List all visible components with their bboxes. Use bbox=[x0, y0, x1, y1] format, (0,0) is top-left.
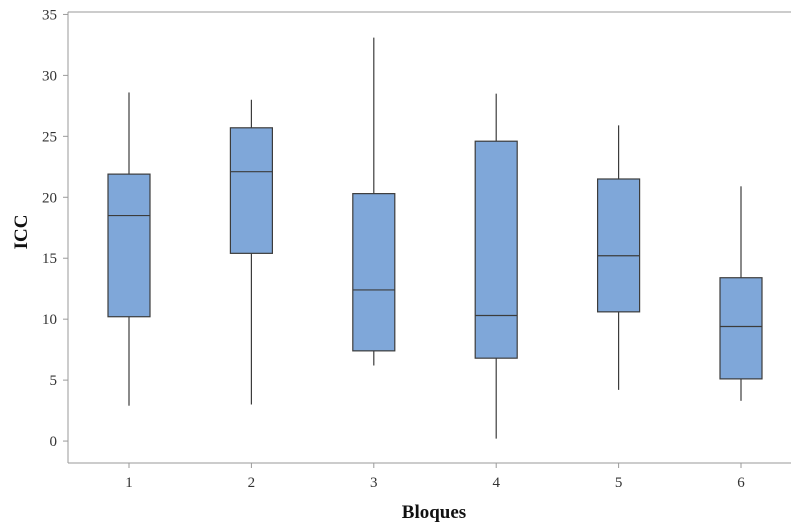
iqr-box bbox=[352, 193, 396, 352]
box-group-2 bbox=[229, 99, 273, 405]
iqr-box bbox=[107, 173, 151, 318]
box-group-5 bbox=[596, 125, 641, 390]
y-tick-label: 35 bbox=[42, 7, 57, 23]
y-axis: 0 5 10 15 20 25 30 35 bbox=[42, 7, 68, 450]
iqr-box bbox=[474, 140, 518, 359]
y-tick-label: 10 bbox=[42, 312, 57, 328]
iqr-box bbox=[229, 127, 273, 254]
y-tick-label: 20 bbox=[42, 190, 57, 206]
x-tick-label: 6 bbox=[737, 475, 745, 491]
plot-frame bbox=[67, 11, 791, 464]
x-tick-label: 4 bbox=[492, 475, 500, 491]
iqr-box bbox=[596, 178, 641, 313]
x-tick-label: 2 bbox=[248, 475, 256, 491]
box-group-6 bbox=[719, 186, 763, 401]
x-axis: 1 2 3 4 5 6 bbox=[125, 463, 745, 491]
y-tick-label: 30 bbox=[42, 68, 57, 84]
x-tick-label: 1 bbox=[125, 475, 133, 491]
y-tick-label: 0 bbox=[50, 434, 58, 450]
x-axis-title: Bloques bbox=[402, 502, 466, 523]
box-group-1 bbox=[107, 92, 151, 406]
box-group-4 bbox=[474, 93, 518, 439]
iqr-box bbox=[719, 277, 763, 380]
y-tick-label: 25 bbox=[42, 129, 57, 145]
y-tick-label: 5 bbox=[50, 373, 58, 389]
x-tick-label: 3 bbox=[370, 475, 378, 491]
y-axis-title: ICC bbox=[11, 215, 32, 250]
x-tick-label: 5 bbox=[615, 475, 623, 491]
boxes bbox=[107, 37, 763, 439]
box-group-3 bbox=[352, 37, 396, 366]
y-tick-label: 15 bbox=[42, 251, 57, 267]
